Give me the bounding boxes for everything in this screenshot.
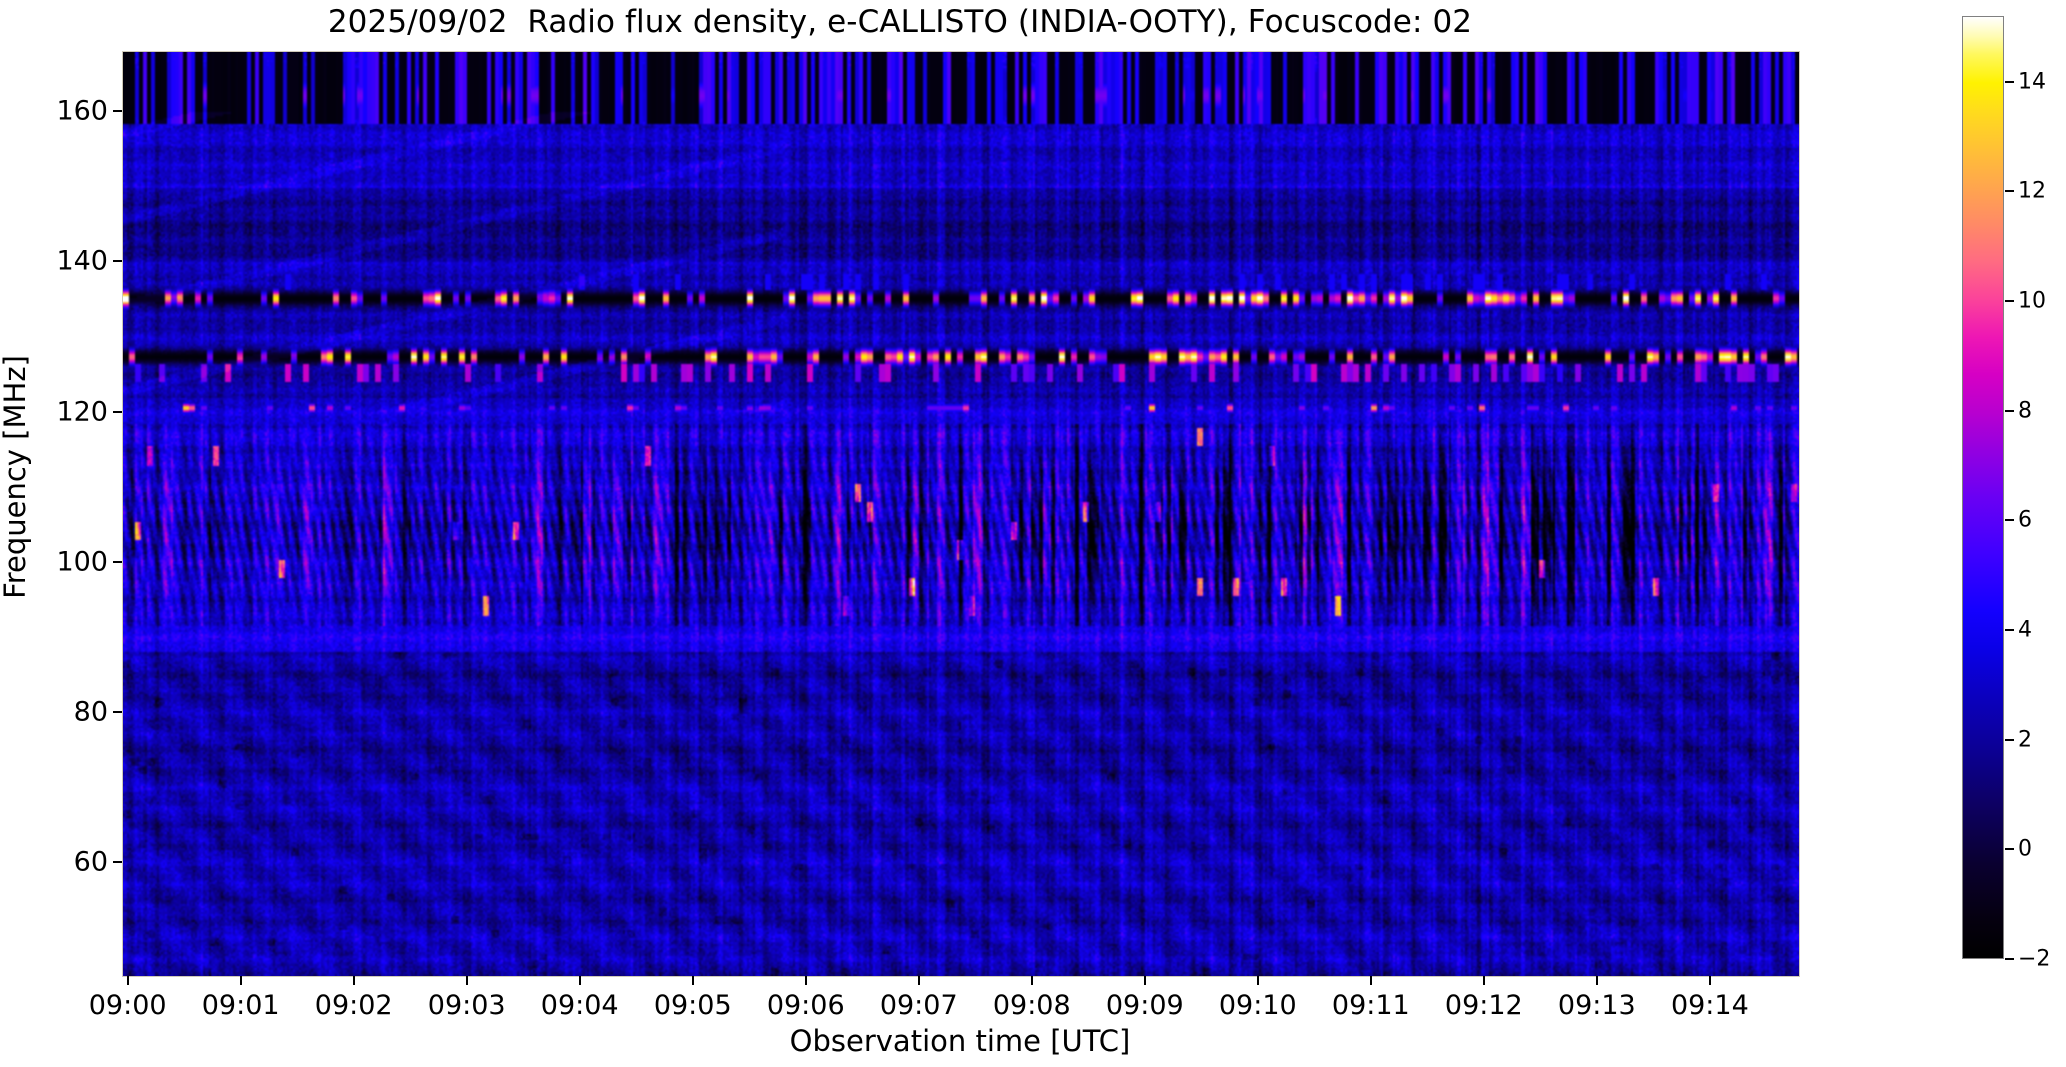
x-tick-mark [1030,976,1033,985]
colorbar-tick-label: −2 [2018,946,2051,972]
x-tick-label-0911: 09:11 [1331,990,1410,1021]
x-tick-label-0901: 09:01 [201,990,280,1021]
x-tick-label-0905: 09:05 [653,990,732,1021]
colorbar-tick-mark [2005,80,2014,83]
colorbar-tick-mark [2005,629,2014,632]
y-tick-label-60: 60 [73,846,108,878]
colorbar-tick-mark [2005,300,2014,303]
y-tick-mark [113,861,122,864]
colorbar-tick-label: 6 [2018,507,2032,533]
x-tick-label-0902: 09:02 [314,990,393,1021]
colorbar-tick-label: 12 [2018,178,2046,204]
colorbar-tick-label: 14 [2018,69,2046,95]
x-tick-label-0909: 09:09 [1105,990,1184,1021]
colorbar-tick-label: 8 [2018,398,2032,424]
x-tick-mark [1143,976,1146,985]
y-tick-label-140: 140 [56,245,108,277]
y-tick-mark [113,110,122,113]
colorbar-tick-label: 4 [2018,617,2032,643]
colorbar [1962,16,2004,959]
x-tick-label-0910: 09:10 [1218,990,1297,1021]
x-tick-label-0900: 09:00 [88,990,167,1021]
x-tick-label-0904: 09:04 [540,990,619,1021]
colorbar-tick-mark [2005,848,2014,851]
x-tick-label-0912: 09:12 [1444,990,1523,1021]
x-tick-mark [1482,976,1485,985]
x-tick-label-0903: 09:03 [427,990,506,1021]
spectrogram-image [123,52,1799,976]
x-tick-label-0906: 09:06 [766,990,845,1021]
x-tick-mark [239,976,242,985]
x-tick-mark [578,976,581,985]
y-tick-label-80: 80 [73,696,108,728]
x-tick-label-0907: 09:07 [879,990,958,1021]
colorbar-tick-mark [2005,958,2014,960]
colorbar-tick-label: 10 [2018,288,2046,314]
x-tick-label-0908: 09:08 [992,990,1071,1021]
colorbar-tick-label: 0 [2018,836,2032,862]
y-tick-mark [113,560,122,563]
colorbar-tick-label: 2 [2018,727,2032,753]
x-tick-label-0914: 09:14 [1670,990,1749,1021]
y-tick-label-160: 160 [56,95,108,127]
colorbar-tick-mark [2005,738,2014,741]
x-tick-mark [1256,976,1259,985]
x-tick-label-0913: 09:13 [1557,990,1636,1021]
colorbar-tick-mark [2005,190,2014,193]
colorbar-tick-mark [2005,519,2014,522]
y-axis-title: Frequency [MHz] [0,355,32,599]
x-tick-mark [1595,976,1598,985]
x-tick-mark [126,976,129,985]
spectrogram-axes [122,51,1800,977]
x-axis-title: Observation time [UTC] [789,1024,1131,1058]
x-tick-mark [917,976,920,985]
x-tick-mark [352,976,355,985]
y-tick-mark [113,711,122,714]
figure-title: 2025/09/02 Radio flux density, e-CALLIST… [327,4,1473,40]
x-tick-mark [691,976,694,985]
x-tick-mark [1369,976,1372,985]
x-tick-mark [1708,976,1711,985]
y-tick-label-120: 120 [56,396,108,428]
y-tick-label-100: 100 [56,546,108,578]
colorbar-tick-mark [2005,409,2014,412]
x-tick-mark [804,976,807,985]
y-tick-mark [113,410,122,413]
y-tick-mark [113,260,122,263]
x-tick-mark [465,976,468,985]
